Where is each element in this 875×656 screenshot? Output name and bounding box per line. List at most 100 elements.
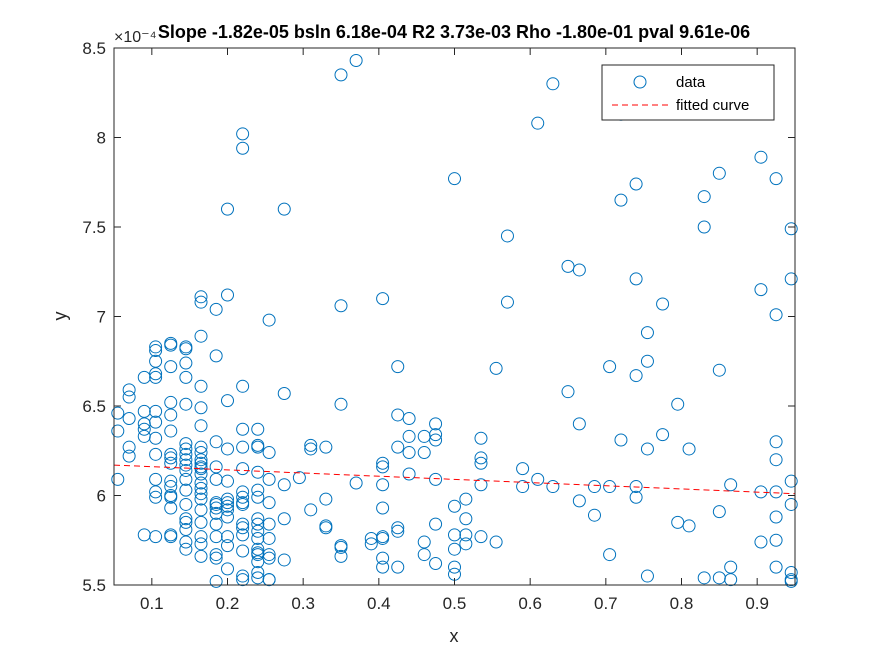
- data-point: [500, 229, 514, 243]
- data-point: [111, 424, 125, 438]
- data-point: [629, 177, 643, 191]
- data-point: [448, 560, 461, 574]
- data-point: [236, 517, 250, 531]
- data-point: [304, 438, 318, 452]
- data-point: [149, 447, 163, 461]
- data-point: [448, 172, 461, 186]
- data-point: [251, 524, 265, 538]
- x-tick-label: 0.2: [216, 594, 240, 613]
- data-point: [179, 515, 193, 529]
- y-tick-label: 6.5: [82, 397, 106, 416]
- data-point: [122, 390, 136, 404]
- data-point: [391, 360, 405, 374]
- data-point: [629, 272, 643, 286]
- data-point: [164, 408, 178, 422]
- data-point: [640, 354, 654, 368]
- data-point: [459, 512, 473, 526]
- data-point: [149, 367, 163, 381]
- data-point: [221, 442, 234, 456]
- data-point: [236, 462, 250, 476]
- data-point: [587, 480, 601, 494]
- data-point: [236, 521, 250, 535]
- data-point: [179, 535, 193, 549]
- data-point: [149, 404, 163, 418]
- data-point: [209, 517, 223, 531]
- data-point: [179, 542, 193, 556]
- data-point: [334, 68, 348, 82]
- data-point: [319, 440, 333, 454]
- data-point: [334, 549, 348, 563]
- data-point: [221, 474, 234, 488]
- data-point: [221, 202, 234, 216]
- data-point: [671, 397, 685, 411]
- data-point: [194, 515, 208, 529]
- data-point: [221, 492, 234, 506]
- data-point: [531, 472, 545, 486]
- data-point: [251, 517, 265, 531]
- data-point: [277, 512, 291, 526]
- data-point: [251, 483, 265, 497]
- data-point: [319, 492, 333, 506]
- data-point: [122, 440, 136, 454]
- data-point: [572, 494, 586, 508]
- data-point: [364, 537, 378, 551]
- data-point: [784, 497, 798, 511]
- data-point: [194, 549, 208, 563]
- data-point: [194, 401, 208, 415]
- data-point: [292, 471, 306, 485]
- data-point: [179, 397, 193, 411]
- y-exponent-label: ×10⁻⁴: [114, 29, 157, 46]
- data-point: [179, 472, 193, 486]
- data-point: [754, 150, 768, 164]
- data-point: [111, 472, 125, 486]
- data-point: [603, 548, 617, 562]
- data-point: [194, 456, 208, 470]
- data-point: [209, 551, 223, 565]
- data-point: [712, 505, 726, 519]
- data-point: [194, 446, 208, 460]
- data-point: [262, 313, 276, 327]
- data-point: [614, 193, 628, 207]
- data-point: [262, 573, 276, 587]
- data-point: [754, 535, 768, 549]
- data-point: [194, 440, 208, 454]
- data-point: [236, 490, 250, 504]
- data-point: [179, 483, 193, 497]
- data-point: [179, 512, 193, 526]
- data-point: [236, 569, 250, 583]
- x-axis-label: x: [450, 626, 459, 646]
- data-point: [417, 446, 431, 460]
- data-point: [221, 510, 234, 524]
- data-point: [149, 354, 163, 368]
- data-point: [474, 456, 488, 470]
- data-point: [334, 397, 348, 411]
- data-point: [149, 344, 163, 358]
- data-point: [429, 472, 443, 486]
- data-point: [194, 537, 208, 551]
- data-point: [194, 295, 208, 309]
- data-point: [376, 292, 390, 306]
- x-tick-label: 0.7: [594, 594, 618, 613]
- data-point: [137, 404, 151, 418]
- data-point: [262, 446, 276, 460]
- data-point: [221, 288, 234, 302]
- data-point: [712, 166, 726, 180]
- fitted-curve-line: [113, 464, 796, 495]
- data-point: [640, 442, 654, 456]
- data-point: [209, 548, 223, 562]
- data-point: [194, 487, 208, 501]
- data-point: [724, 560, 738, 574]
- data-point: [277, 553, 291, 567]
- data-point: [376, 456, 390, 470]
- data-point: [194, 379, 208, 393]
- data-point: [697, 220, 711, 234]
- y-tick-label: 8.5: [82, 39, 106, 58]
- data-point: [236, 422, 250, 436]
- data-point: [459, 528, 473, 542]
- data-point: [236, 485, 250, 499]
- data-point: [236, 497, 250, 511]
- data-point: [277, 386, 291, 400]
- data-point: [221, 394, 234, 408]
- data-point: [769, 435, 783, 449]
- data-point: [262, 548, 276, 562]
